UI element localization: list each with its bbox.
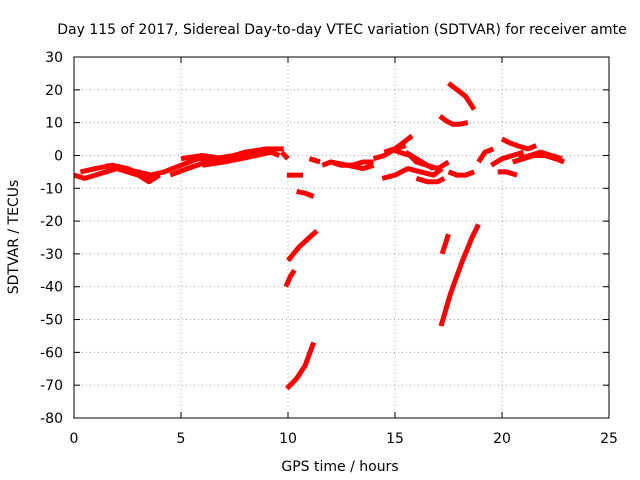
series-segment [439, 233, 451, 255]
series-segment [446, 81, 477, 111]
series-segment [285, 341, 317, 391]
series-segment [202, 149, 281, 168]
y-tick-label: -20 [40, 214, 63, 230]
y-tick-label: 10 [45, 116, 63, 132]
y-tick-label: -40 [40, 280, 63, 296]
axes: 0 5 10 15 20 25 -80 -70 -60 -50 -40 -30 -20 -10 0 10 20 3… [40, 50, 618, 447]
y-tick-label: 0 [54, 148, 63, 164]
y-tick-label: -70 [40, 378, 63, 394]
series-segment [383, 133, 414, 155]
x-tick-label: 25 [600, 431, 618, 447]
series-segment [286, 229, 319, 263]
series-segment [497, 169, 518, 178]
y-tick-label: 20 [45, 83, 63, 99]
y-tick-label: -10 [40, 181, 63, 197]
x-tick-label: 15 [386, 431, 404, 447]
series-segment [180, 146, 284, 162]
series-segment [404, 150, 450, 172]
x-tick-label: 5 [177, 431, 186, 447]
series-segment [476, 146, 495, 164]
y-tick-label: -50 [40, 313, 63, 329]
y-tick-label: 30 [45, 50, 63, 66]
series-segment [438, 114, 469, 127]
series-segment [518, 149, 563, 162]
series-segment [308, 156, 321, 165]
x-tick-label: 0 [70, 431, 79, 447]
grid [74, 57, 609, 418]
series-layer [73, 81, 565, 391]
series-segment [279, 150, 290, 161]
series-segment [500, 136, 538, 152]
series-segment [381, 166, 444, 181]
series-segment [330, 159, 375, 172]
y-tick-label: -60 [40, 345, 63, 361]
y-axis-label: SDTVAR / TECUs [6, 180, 22, 295]
series-segment [447, 169, 476, 178]
series-segment [438, 223, 481, 327]
series-segment [283, 268, 297, 288]
chart-title: Day 115 of 2017, Sidereal Day-to-day VTE… [57, 22, 627, 38]
y-tick-label: -80 [40, 411, 63, 427]
series-segment [415, 176, 446, 185]
series-segment [489, 149, 525, 168]
series-segment [296, 189, 315, 199]
x-tick-label: 20 [493, 431, 511, 447]
x-axis-label: GPS time / hours [281, 459, 398, 475]
y-tick-label: -30 [40, 247, 63, 263]
plot-frame [73, 56, 610, 419]
x-tick-label: 10 [279, 431, 297, 447]
